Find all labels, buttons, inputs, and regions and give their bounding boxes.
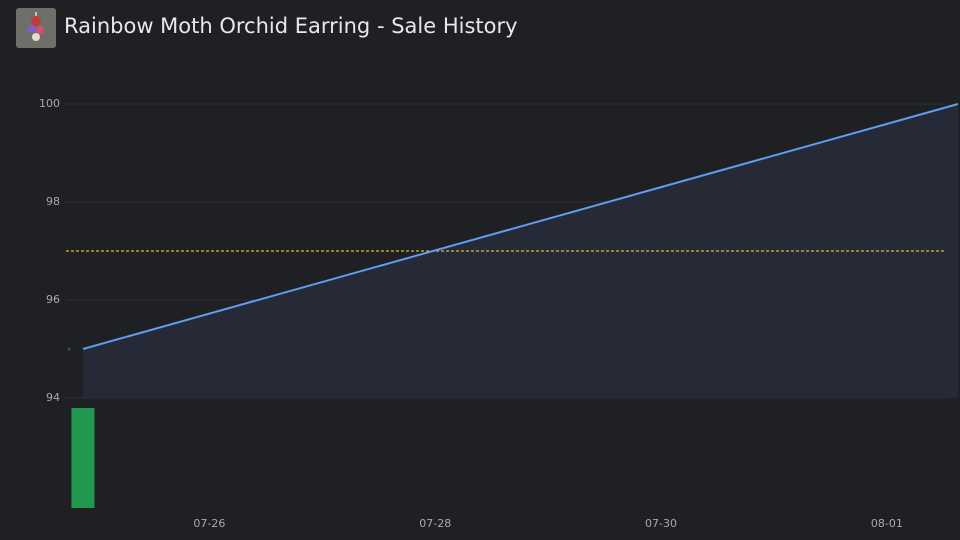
y-tick-label: 98 [46, 195, 60, 208]
area [82, 104, 958, 398]
item-icon [16, 8, 56, 48]
volume-bar [71, 408, 95, 508]
y-tick-label: 96 [46, 293, 60, 306]
x-tick-label: 07-26 [193, 517, 225, 530]
y-tick-label: 100 [39, 97, 60, 110]
y-tick-label: 94 [46, 391, 60, 404]
page-title: Rainbow Moth Orchid Earring - Sale Histo… [64, 14, 518, 38]
x-tick-label: 07-28 [419, 517, 451, 530]
price-line [82, 103, 959, 350]
x-tick-label: 07-30 [645, 517, 677, 530]
start-dot [67, 347, 71, 351]
x-tick-label: 08-01 [871, 517, 903, 530]
